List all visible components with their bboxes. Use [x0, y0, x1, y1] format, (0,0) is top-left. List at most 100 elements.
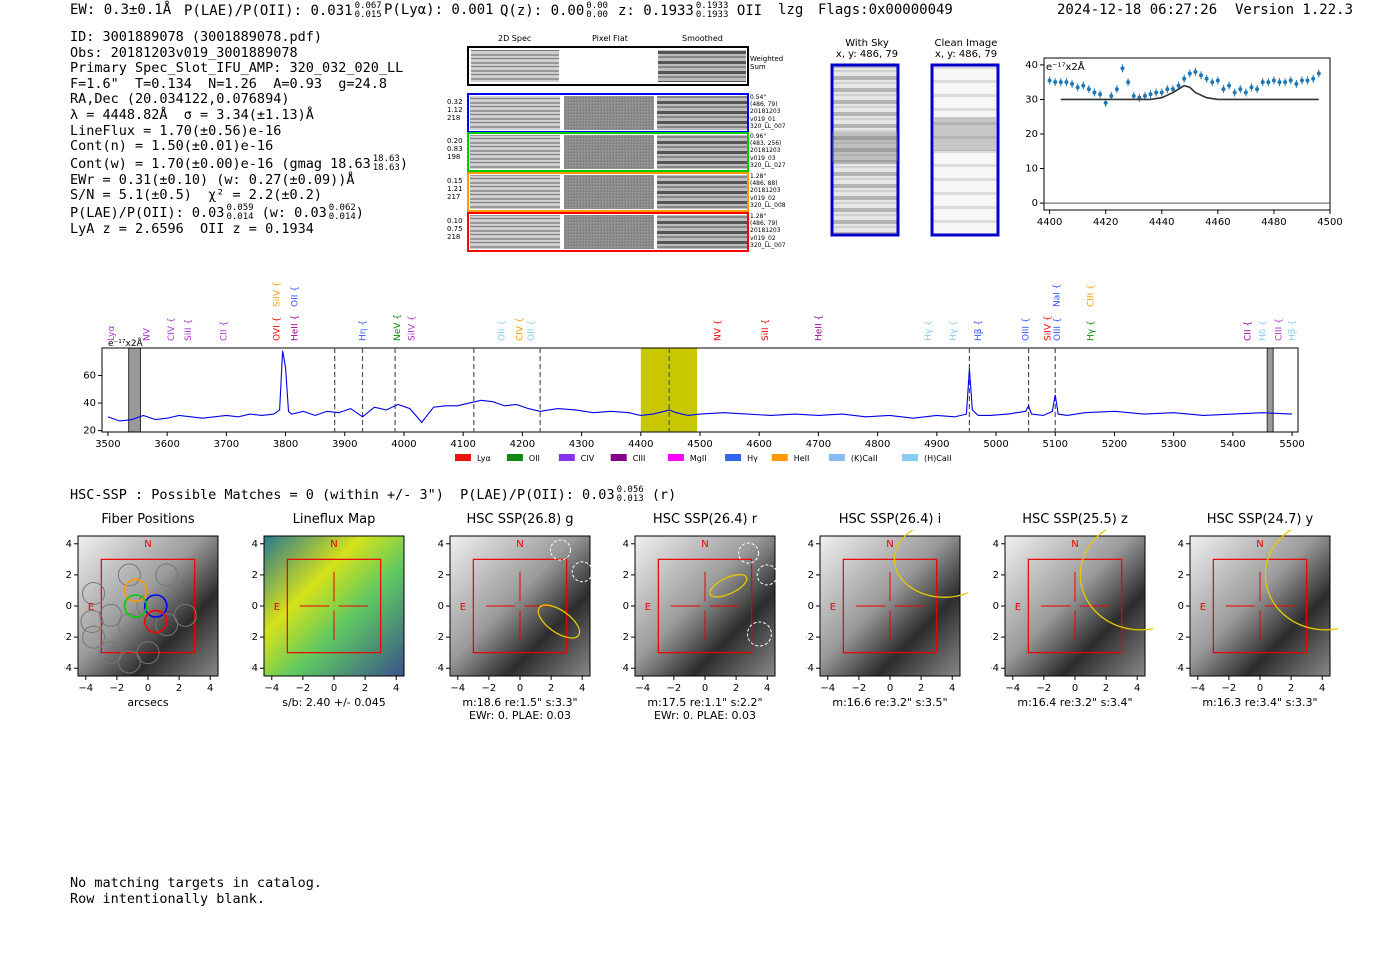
info-obs: Obs: 20181203v019_3001889078	[70, 44, 298, 61]
spectrum-xtick-label: 4100	[450, 439, 475, 450]
info-plae-w-lo: 0.014	[328, 211, 356, 222]
cutout-row-left-stats: 0.20 0.83 198	[447, 137, 463, 161]
spectrum-emission-line-label: HeII {	[814, 315, 824, 341]
hsc-xtick-label: 2	[176, 683, 182, 694]
zoom-data-point	[1098, 92, 1103, 97]
hsc-panel-image: N E −4 −4 −2 −2 0 0 2 2 4 4	[64, 535, 219, 694]
cutout-left-stat: 0.20	[447, 137, 463, 145]
spectrum-emission-line-label: NV {	[714, 320, 724, 341]
cutout-row	[467, 132, 749, 172]
header-z-label: z: 0.1933	[618, 3, 694, 19]
hsc-xtick-label: 2	[733, 683, 739, 694]
cutout-row-right-meta: 0.54" (486, 79) 20181203 v019_01 320_LL_007	[750, 94, 786, 130]
hsc-ytick-label: −4	[436, 663, 444, 674]
cutout-left-stat: 218	[447, 114, 461, 122]
hsc-panel-image: N E −4 −4 −2 −2 0 0 2 2 4 4	[1176, 530, 1338, 694]
hsc-panel-title: HSC SSP(25.5) z	[1022, 512, 1128, 527]
fiber-circle	[82, 582, 106, 606]
cutout-right-meta-line: 20181203	[750, 187, 781, 195]
cutout-smoothed	[657, 135, 747, 169]
fiber-circle	[155, 563, 179, 587]
cutout-pixelflat	[564, 135, 654, 169]
cutout-row-left-stats: 0.15 1.21 217	[447, 177, 463, 201]
hsc-ytick-label: 2	[438, 570, 444, 581]
zoom-data-point	[1120, 66, 1125, 71]
hsc-ytick-label: 4	[1178, 539, 1184, 550]
zoom-data-point	[1064, 80, 1069, 85]
cutout-right-meta-line: (486, 79)	[750, 220, 778, 228]
zoom-xtick-label: 4460	[1205, 217, 1230, 228]
source-ellipse	[1264, 530, 1338, 631]
hsc-xtick-label: −4	[635, 683, 650, 694]
hsc-ytick-label: −4	[64, 663, 72, 674]
spectrum-emission-line-label: OIII {	[1022, 317, 1032, 341]
hsc-panel-caption: m:16.3 re:3.4" s:3.3"	[1202, 696, 1318, 709]
zoom-data-point	[1053, 80, 1058, 85]
spectrum-emission-line-label: Hβ {	[974, 320, 984, 341]
hsc-xtick-label: 4	[579, 683, 585, 694]
info-plae: P(LAE)/P(OII): 0.03 0.059 0.014 (w: 0.03 0.…	[70, 202, 364, 222]
zoom-data-point	[1210, 80, 1215, 85]
hsc-image-field	[634, 535, 776, 677]
hsc-panel-title: HSC SSP(26.4) i	[838, 512, 942, 527]
hsc-ytick-label: −4	[1176, 663, 1184, 674]
zoom-xtick-label: 4440	[1149, 217, 1174, 228]
spectrum-xtick-label: 4000	[391, 439, 416, 450]
clean-image	[930, 63, 1000, 237]
hsc-summary: HSC-SSP : Possible Matches = 0 (within +…	[70, 486, 676, 504]
header-flags: Flags:0x00000049	[818, 2, 953, 18]
cutout-row-right-meta: 1.28" (486, 88) 20181203 v019_02 320_LL_008	[750, 173, 786, 209]
header-plae: P(LAE)/P(OII): 0.031 0.067 0.015	[184, 2, 382, 20]
hsc-plae: P(LAE)/P(OII): 0.03	[460, 487, 615, 503]
zoom-ytick-label: 10	[1025, 164, 1038, 175]
spectrum-xtick-label: 4400	[628, 439, 653, 450]
cutout-right-meta-line: 0.54"	[750, 94, 767, 101]
spectrum-emission-line-label: NV	[142, 327, 152, 341]
spectrum-legend-swatch	[902, 454, 918, 461]
info-contw-lo: 18.63	[372, 162, 400, 173]
hsc-ytick-label: −2	[806, 632, 814, 643]
hsc-ytick-label: 2	[252, 570, 258, 581]
cutout-right-meta-line: (486, 79)	[750, 101, 778, 109]
spectrum-xtick-label: 3500	[95, 439, 120, 450]
info-plae-text: P(LAE)/P(OII): 0.03	[70, 204, 225, 221]
hsc-panel-caption: m:16.4 re:3.2" s:3.4"	[1017, 696, 1133, 709]
zoom-data-point	[1148, 92, 1153, 97]
spectrum-axes-frame	[101, 347, 1299, 433]
spectrum-xtick-label: 4500	[687, 439, 712, 450]
hsc-xtick-label: 0	[702, 683, 708, 694]
cutout-left-stat: 218	[447, 233, 461, 241]
cutout-smoothed	[657, 175, 747, 209]
zoom-data-point	[1288, 78, 1293, 83]
footer-line-1: No matching targets in catalog.	[70, 875, 322, 891]
spectrum-legend-swatch	[828, 454, 845, 461]
fiber-circle-highlight	[143, 609, 168, 634]
cutout-right-meta-line: 20181203	[750, 227, 781, 235]
spectrum-emission-line-label: CII {	[1244, 321, 1254, 341]
zoom-data-point	[1294, 81, 1299, 86]
zoom-data-point	[1255, 87, 1260, 92]
spectrum-xtick-label: 5000	[983, 439, 1008, 450]
cutout-2dspec	[470, 175, 560, 209]
fiber-circle	[117, 563, 141, 587]
zoom-data-point	[1221, 87, 1226, 92]
zoom-ytick-label: 0	[1032, 198, 1038, 209]
hsc-aperture-box	[842, 558, 938, 654]
spectrum-legend-label: OII	[529, 454, 540, 463]
neighbor-ellipse	[746, 621, 772, 647]
cutout-smoothed	[657, 96, 747, 130]
zoom-data-point	[1086, 87, 1091, 92]
hsc-ytick-label: 2	[1178, 570, 1184, 581]
info-lambda: λ = 4448.82Å σ = 3.34(±1.13)Å	[70, 106, 314, 123]
fiber-circle	[155, 613, 179, 637]
hsc-ytick-label: −2	[64, 632, 72, 643]
source-ellipse	[893, 530, 968, 598]
zoom-data-point	[1176, 83, 1181, 88]
cutout-left-stat: 217	[447, 193, 461, 201]
header-plya: P(Lyα): 0.001	[384, 2, 494, 18]
hsc-plae-hi: 0.056	[616, 485, 644, 495]
zoom-fit-line	[1060, 84, 1319, 101]
zoom-data-point	[1299, 78, 1304, 83]
header-ew: EW: 0.3±0.1Å	[70, 2, 172, 18]
hsc-xtick-label: 4	[393, 683, 399, 694]
